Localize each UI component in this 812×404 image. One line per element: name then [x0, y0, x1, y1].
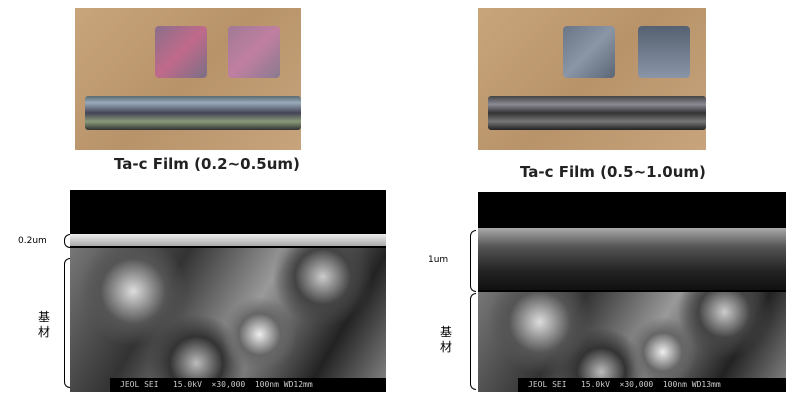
- film-layer: [478, 228, 786, 290]
- film-thickness-label: 1um: [428, 255, 449, 265]
- coated-insert: [563, 26, 615, 78]
- sem-image-left: JEOL SEI 15.0kV ×30,000 100nm WD12mm: [70, 190, 386, 392]
- caption-right: Ta-c Film (0.5~1.0um): [520, 163, 706, 181]
- substrate-label: 基 材: [38, 310, 51, 339]
- coated-rod: [488, 96, 706, 130]
- coated-rod: [85, 96, 301, 130]
- sem-info-bar: JEOL SEI 15.0kV ×30,000 100nm WD12mm: [110, 378, 386, 392]
- sem-image-right: JEOL SEI 15.0kV ×30,000 100nm WD13mm: [478, 192, 786, 392]
- substrate-layer: [70, 248, 386, 392]
- substrate-bracket: [64, 258, 70, 388]
- substrate-bracket: [470, 293, 476, 390]
- caption-left: Ta-c Film (0.2~0.5um): [114, 155, 300, 173]
- photo-tac-film-thin: [75, 8, 301, 150]
- substrate-layer: [478, 292, 786, 392]
- film-bracket: [64, 234, 70, 248]
- coated-insert: [155, 26, 207, 78]
- coated-insert: [228, 26, 280, 78]
- coated-insert: [638, 26, 690, 78]
- sem-info-bar: JEOL SEI 15.0kV ×30,000 100nm WD13mm: [518, 378, 786, 392]
- film-thickness-label: 0.2um: [18, 236, 47, 246]
- substrate-label: 基 材: [440, 325, 453, 354]
- film-layer: [70, 234, 386, 246]
- photo-tac-film-thick: [478, 8, 706, 150]
- film-bracket: [470, 230, 476, 292]
